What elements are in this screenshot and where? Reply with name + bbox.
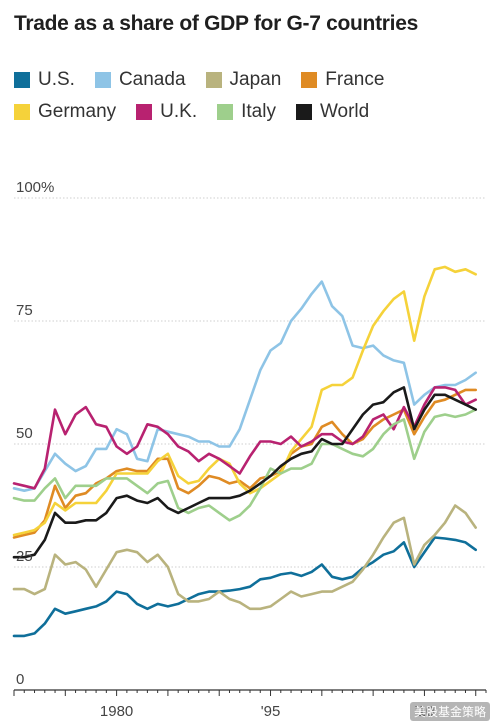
series-line-italy (12, 408, 478, 522)
series-line-uk (12, 386, 478, 490)
legend-label-japan: Japan (229, 69, 282, 90)
legend-swatch-italy (217, 104, 234, 120)
legend-row-1: U.S. Canada Japan France (14, 64, 494, 96)
legend-swatch-us (14, 72, 30, 88)
legend-item-us: U.S. (14, 69, 75, 91)
legend-item-italy: Italy (217, 101, 276, 123)
legend-swatch-uk (136, 104, 153, 120)
watermark-label: 美股基金策略 (409, 702, 490, 721)
y-tick-label: 0 (16, 671, 24, 688)
legend-item-uk: U.K. (136, 101, 197, 123)
legend-item-germany: Germany (14, 101, 116, 123)
y-tick-label: 50 (16, 425, 33, 442)
x-tick-label: '95 (261, 703, 281, 720)
legend-row-2: Germany U.K. Italy World (14, 96, 494, 128)
chart-title: Trade as a share of GDP for G-7 countrie… (14, 12, 418, 35)
legend-item-france: France (301, 69, 384, 91)
chart-legend: U.S. Canada Japan France Germany U.K. It… (14, 64, 494, 128)
legend-item-japan: Japan (205, 69, 282, 91)
x-tick-label: 1980 (100, 703, 133, 720)
legend-item-canada: Canada (94, 69, 186, 91)
legend-label-canada: Canada (118, 69, 186, 90)
series-line-canada (12, 280, 478, 493)
legend-swatch-france (301, 72, 318, 88)
grid-layer (14, 197, 486, 568)
series-line-germany (12, 265, 478, 537)
y-tick-label: 100% (16, 179, 54, 196)
y-tick-label: 25 (16, 548, 33, 565)
legend-label-france: France (325, 69, 385, 90)
legend-item-world: World (295, 101, 370, 123)
legend-label-germany: Germany (38, 101, 117, 122)
y-tick-label: 75 (16, 302, 33, 319)
series-line-france (12, 388, 478, 539)
series-line-japan (12, 504, 478, 611)
legend-swatch-canada (94, 72, 111, 88)
series-layer (12, 265, 478, 638)
series-line-world (12, 386, 478, 559)
legend-label-italy: Italy (241, 101, 276, 122)
legend-swatch-japan (205, 72, 222, 88)
legend-label-world: World (319, 101, 370, 122)
legend-label-us: U.S. (38, 69, 75, 90)
legend-label-uk: U.K. (160, 101, 198, 122)
series-line-us (12, 536, 478, 638)
legend-swatch-world (295, 104, 312, 120)
legend-swatch-germany (14, 104, 30, 120)
